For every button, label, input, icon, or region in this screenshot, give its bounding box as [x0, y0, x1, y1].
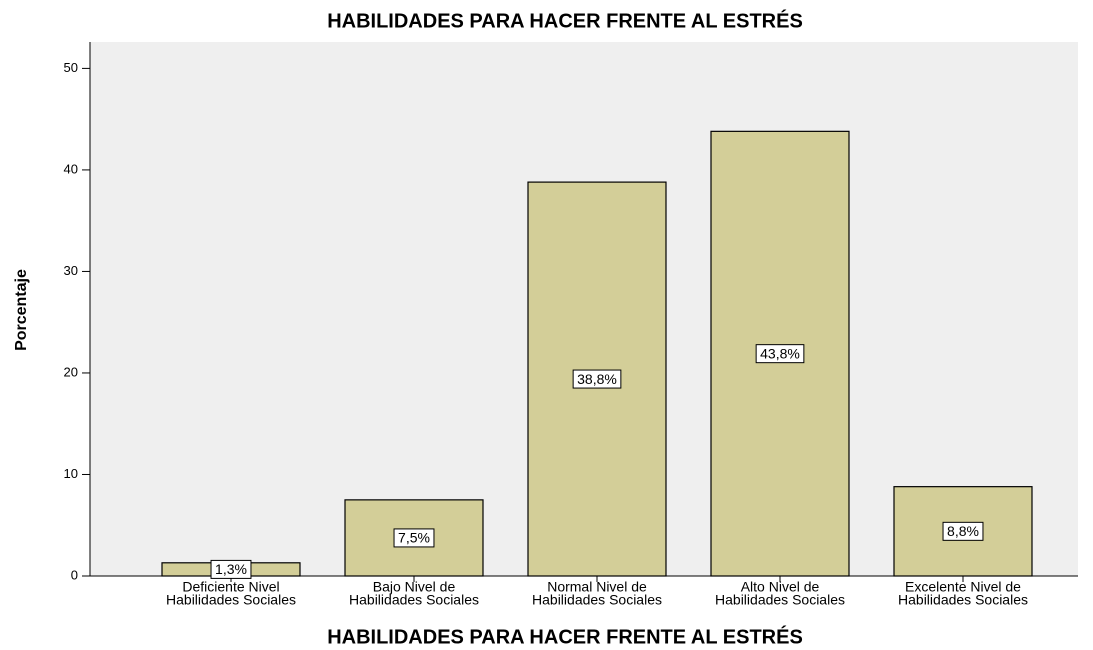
value-label: 1,3% [215, 561, 247, 577]
value-label-box [755, 344, 805, 364]
x-tick-label: Habilidades Sociales [349, 592, 479, 608]
value-label: 43,8% [760, 345, 800, 361]
y-tick-label: 20 [64, 364, 78, 379]
x-tick-label: Habilidades Sociales [715, 592, 845, 608]
value-label-box [572, 369, 622, 389]
value-label-box [210, 559, 252, 579]
y-tick-label: 10 [64, 466, 78, 481]
y-tick-label: 40 [64, 161, 78, 176]
chart-title: HABILIDADES PARA HACER FRENTE AL ESTRÉS [327, 9, 803, 32]
x-tick-label: Alto Nivel de [741, 579, 820, 595]
value-label: 7,5% [398, 530, 430, 546]
x-tick-label: Excelente Nivel de [905, 579, 1021, 595]
x-tick-label: Habilidades Sociales [166, 592, 296, 608]
x-tick-label: Bajo Nivel de [373, 579, 456, 595]
value-label: 38,8% [577, 371, 617, 387]
x-tick-label: Habilidades Sociales [532, 592, 662, 608]
x-tick-label: Normal Nivel de [547, 579, 647, 595]
value-label-box [942, 521, 984, 541]
x-tick-label: Deficiente Nivel [182, 579, 279, 595]
x-axis-title: HABILIDADES PARA HACER FRENTE AL ESTRÉS [327, 625, 803, 648]
y-tick-label: 30 [64, 263, 78, 278]
y-tick-label: 50 [64, 60, 78, 75]
value-label-box [393, 528, 435, 548]
y-axis-title: Porcentaje [13, 269, 30, 351]
value-label: 8,8% [947, 523, 979, 539]
y-tick-label: 0 [71, 567, 78, 582]
x-tick-label: Habilidades Sociales [898, 592, 1028, 608]
